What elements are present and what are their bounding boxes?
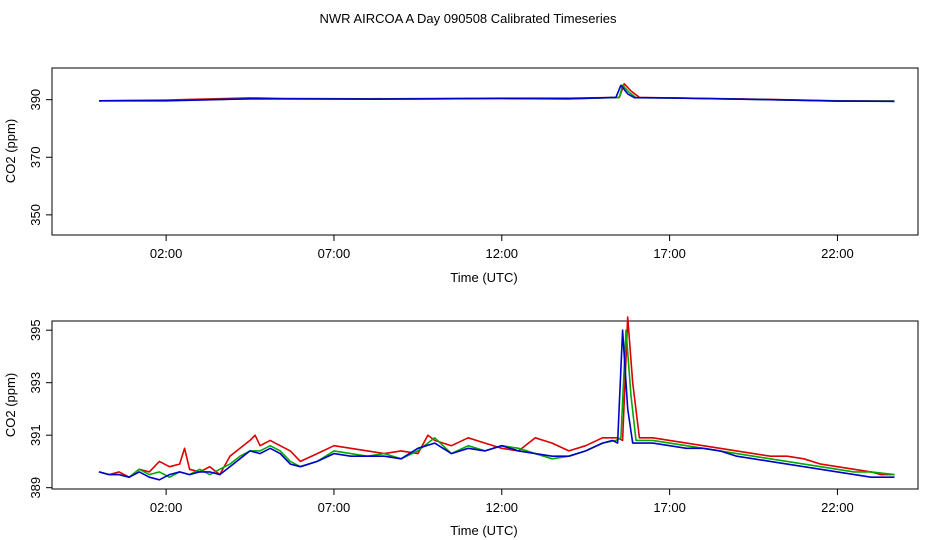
figure-title: NWR AIRCOA A Day 090508 Calibrated Times…	[320, 11, 617, 26]
y-tick-label: 390	[28, 89, 43, 111]
series-line-3	[99, 84, 895, 103]
x-tick-label: 02:00	[150, 500, 183, 515]
x-tick-label: 02:00	[150, 246, 183, 261]
x-axis-label: Time (UTC)	[450, 270, 517, 285]
y-tick-label: 393	[28, 372, 43, 394]
y-axis-label: CO2 (ppm)	[3, 373, 18, 437]
y-tick-label: 395	[28, 319, 43, 341]
y-axis-label: CO2 (ppm)	[3, 119, 18, 183]
y-tick-label: 389	[28, 477, 43, 499]
y-tick-label: 391	[28, 424, 43, 446]
bottom-panel: Time (UTC) CO2 (ppm) 02:00 07:00 12:00 17:0…	[3, 316, 919, 538]
x-tick-label: 17:00	[653, 246, 686, 261]
x-tick-label: 22:00	[821, 500, 854, 515]
top-panel: Time (UTC) CO2 (ppm) 02:00 07:00 12:00 17:0…	[3, 67, 919, 285]
x-tick-label: 07:00	[318, 500, 351, 515]
x-tick-label: 22:00	[821, 246, 854, 261]
x-tick-label: 12:00	[486, 500, 519, 515]
y-tick-label: 350	[28, 204, 43, 226]
y-tick-label: 370	[28, 146, 43, 168]
series-line-1	[98, 316, 895, 479]
series-line-2	[98, 329, 895, 479]
x-tick-label: 17:00	[653, 500, 686, 515]
plot-frame	[51, 67, 919, 236]
x-tick-label: 12:00	[486, 246, 519, 261]
x-tick-label: 07:00	[318, 246, 351, 261]
x-axis-label: Time (UTC)	[450, 523, 517, 538]
series-line-3	[98, 329, 895, 481]
